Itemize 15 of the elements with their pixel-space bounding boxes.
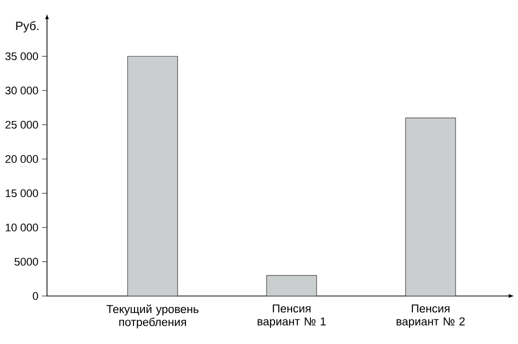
y-tick-label: 35 000 [5, 52, 38, 60]
x-tick-label: Пенсия вариант № 2 [396, 304, 465, 328]
y-tick-label: 20 000 [6, 155, 38, 163]
y-axis-title: Руб. [16, 21, 38, 32]
y-tick-label: 5000 [14, 258, 38, 266]
y-tick-label: 0 [32, 292, 38, 300]
x-tick-label: Текущий уровень потребления [106, 304, 198, 328]
y-tick-label: 25 000 [6, 120, 38, 129]
bar [266, 275, 317, 296]
bar [127, 56, 178, 296]
x-tick-label: Пенсия вариант № 1 [258, 304, 326, 328]
y-tick-label: 30 000 [5, 86, 38, 94]
y-tick-label: 10 000 [6, 224, 38, 232]
bar [405, 118, 456, 296]
y-tick-label: 15 000 [6, 189, 38, 198]
